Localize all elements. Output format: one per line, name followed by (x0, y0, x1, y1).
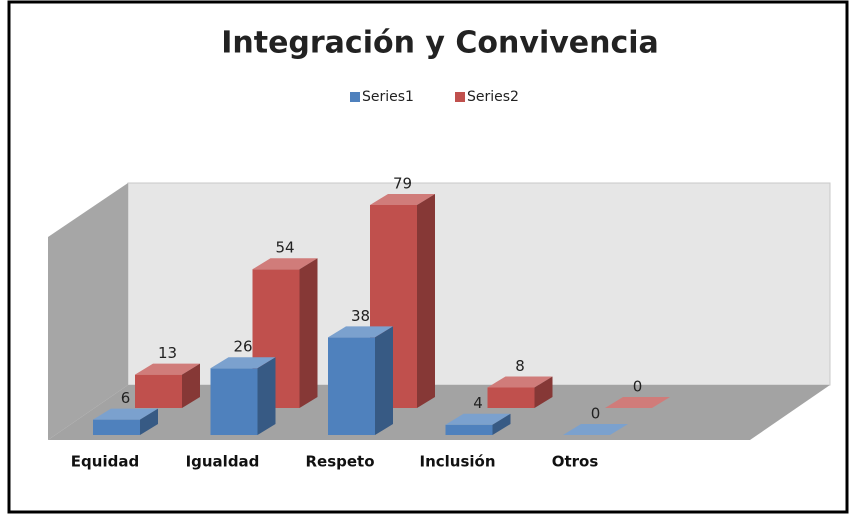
data-label: 38 (351, 307, 370, 325)
bar-top (135, 363, 200, 375)
legend-swatch (350, 92, 360, 102)
bar-front (210, 368, 258, 435)
bar-top (563, 424, 628, 435)
data-label: 0 (633, 378, 643, 396)
bar-side (534, 376, 553, 408)
data-label: 79 (393, 175, 412, 193)
bar-side (140, 408, 158, 435)
side-wall (48, 183, 128, 440)
data-label: 13 (158, 344, 177, 362)
bar-top (93, 408, 158, 420)
bar (135, 363, 200, 408)
chart-title: Integración y Convivencia (221, 26, 659, 61)
bar-top (370, 194, 435, 205)
bar-top (252, 258, 318, 270)
data-label: 4 (473, 394, 483, 412)
bar (93, 408, 158, 435)
bar-top (445, 413, 511, 425)
data-label: 8 (515, 357, 525, 375)
bar-front (487, 387, 535, 408)
bar-top (605, 397, 670, 408)
data-label: 54 (275, 239, 294, 257)
bar (563, 424, 628, 435)
x-tick-label: Inclusión (419, 453, 495, 471)
x-tick-label: Respeto (305, 453, 374, 471)
bar-side (299, 258, 318, 408)
bar-side (492, 413, 511, 435)
data-label: 26 (233, 338, 252, 356)
bar-front (445, 424, 493, 435)
bar (445, 413, 511, 435)
bar-front (328, 337, 375, 435)
legend-label: Series2 (467, 89, 519, 105)
bar (210, 357, 276, 435)
bar-front (135, 374, 182, 408)
legend-label: Series1 (362, 89, 414, 105)
bar (605, 397, 670, 408)
data-label: 0 (591, 405, 601, 423)
x-tick-label: Equidad (71, 453, 139, 471)
legend-swatch (455, 92, 465, 102)
bar-top (328, 326, 393, 338)
bar (328, 326, 393, 435)
bar-side (417, 194, 435, 408)
bar-top (210, 357, 276, 369)
bar-side (182, 363, 200, 408)
bar-side (375, 326, 393, 435)
x-tick-label: Otros (552, 453, 599, 471)
x-tick-label: Igualdad (186, 453, 260, 471)
bar-side (257, 357, 276, 435)
data-label: 6 (121, 389, 131, 407)
bar-front (93, 419, 140, 435)
bar (487, 376, 553, 408)
bar-top (487, 376, 553, 388)
